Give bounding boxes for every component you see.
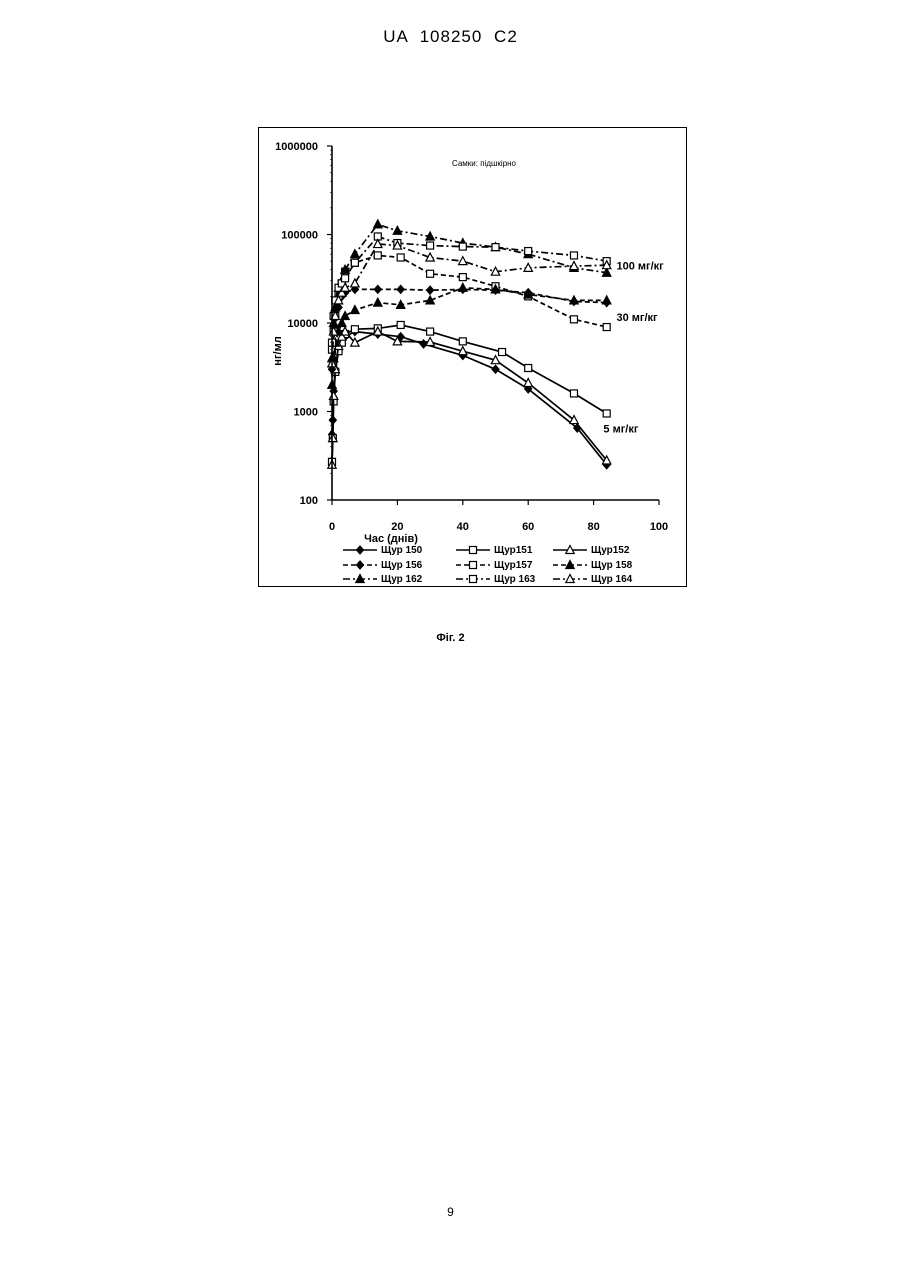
dose-annotation: 100 мг/кг	[616, 261, 664, 273]
data-point	[492, 244, 499, 251]
legend-label: Щур157	[494, 560, 533, 571]
legend-item: Щур151	[456, 545, 533, 556]
y-tick-label: 1000000	[275, 141, 318, 153]
legend-item: Щур 164	[553, 574, 633, 585]
data-point	[570, 390, 577, 397]
data-point	[351, 326, 358, 333]
y-axis-label: нг/мл	[272, 336, 284, 365]
data-point	[374, 285, 381, 293]
x-tick-label: 0	[329, 521, 335, 533]
legend-marker	[357, 546, 364, 554]
legend-marker	[470, 547, 477, 554]
data-point	[525, 365, 532, 372]
x-tick-label: 80	[587, 521, 599, 533]
series-7	[328, 220, 611, 362]
legend-label: Щур151	[494, 545, 533, 556]
data-point	[459, 257, 467, 265]
data-point	[459, 338, 466, 345]
legend-label: Щур 164	[591, 574, 633, 585]
data-point	[351, 306, 359, 314]
series-5	[329, 252, 611, 353]
legend-item: Щур 158	[553, 560, 633, 571]
data-point	[570, 296, 578, 304]
legend-label: Щур 156	[381, 560, 423, 571]
legend-label: Щур 163	[494, 574, 536, 585]
legend-label: Щур 158	[591, 560, 633, 571]
series-line	[332, 288, 607, 385]
legend-marker	[357, 561, 364, 569]
legend-label: Щур 162	[381, 574, 423, 585]
dose-annotation: 5 мг/кг	[603, 423, 638, 435]
data-point	[427, 286, 434, 294]
data-point	[374, 298, 382, 306]
series-1	[329, 328, 611, 469]
y-tick-label: 100000	[281, 230, 318, 242]
series-line	[332, 332, 607, 465]
legend-item: Щур 162	[343, 574, 423, 585]
data-point	[393, 226, 401, 234]
data-point	[427, 242, 434, 249]
data-point	[603, 324, 610, 331]
plot-layer	[328, 220, 611, 469]
data-point	[459, 274, 466, 281]
y-tick-label: 1000	[294, 407, 318, 419]
legend-item: Щур 163	[456, 574, 536, 585]
legend-item: Щур152	[553, 545, 630, 556]
data-point	[492, 365, 499, 373]
data-point	[351, 250, 359, 258]
data-point	[603, 410, 610, 417]
data-point	[397, 321, 404, 328]
legend-label: Щур152	[591, 545, 630, 556]
data-point	[459, 283, 467, 291]
data-point	[427, 328, 434, 335]
data-point	[351, 259, 358, 266]
data-point	[374, 252, 381, 259]
x-tick-label: 20	[391, 521, 403, 533]
legend-item: Щур 156	[343, 560, 423, 571]
figure-frame: 100 1000 10000 100000 1000000 0 20 40 60 80 100 Са…	[258, 127, 687, 587]
legend-item: Щур 150	[343, 545, 423, 556]
legend: Щур 150 Щур151 Щур152 Щур 156 Щур157 Щур 158 Щ…	[343, 545, 633, 585]
y-tick-label: 100	[300, 495, 318, 507]
x-tick-label: 60	[522, 521, 534, 533]
data-point	[397, 285, 404, 293]
series-line	[332, 332, 607, 465]
data-point	[427, 270, 434, 277]
data-point	[524, 378, 532, 386]
legend-label: Щур 150	[381, 545, 423, 556]
pk-line-chart: 100 1000 10000 100000 1000000 0 20 40 60 80 100 Са…	[259, 128, 686, 586]
data-point	[374, 220, 382, 228]
data-point	[459, 243, 466, 250]
series-line	[332, 325, 607, 462]
data-point	[499, 349, 506, 356]
data-point	[342, 275, 349, 282]
data-point	[341, 311, 349, 319]
patent-number-header: UA 108250 C2	[0, 27, 901, 47]
x-tick-label: 40	[457, 521, 469, 533]
legend-item: Щур157	[456, 560, 533, 571]
figure-caption: Фіг. 2	[0, 632, 901, 644]
series-line	[332, 244, 607, 363]
data-point	[602, 296, 610, 304]
data-point	[351, 279, 359, 287]
series-line	[332, 224, 607, 358]
dose-annotation: 30 мг/кг	[616, 312, 658, 324]
legend-marker	[470, 576, 477, 583]
page-number: 9	[0, 1205, 901, 1219]
data-point	[525, 248, 532, 255]
chart-title: Самки: підшкірно	[452, 159, 517, 168]
annotation-layer: 100 мг/кг 30 мг/кг 5 мг/кг	[603, 261, 664, 436]
x-tick-label: 100	[650, 521, 668, 533]
y-tick-label: 10000	[287, 318, 318, 330]
series-3	[328, 327, 611, 468]
series-2	[329, 321, 611, 465]
legend-marker	[470, 562, 477, 569]
data-point	[570, 252, 577, 259]
data-point	[397, 254, 404, 261]
x-axis-label: Час (днів)	[364, 533, 418, 545]
data-point	[570, 316, 577, 323]
